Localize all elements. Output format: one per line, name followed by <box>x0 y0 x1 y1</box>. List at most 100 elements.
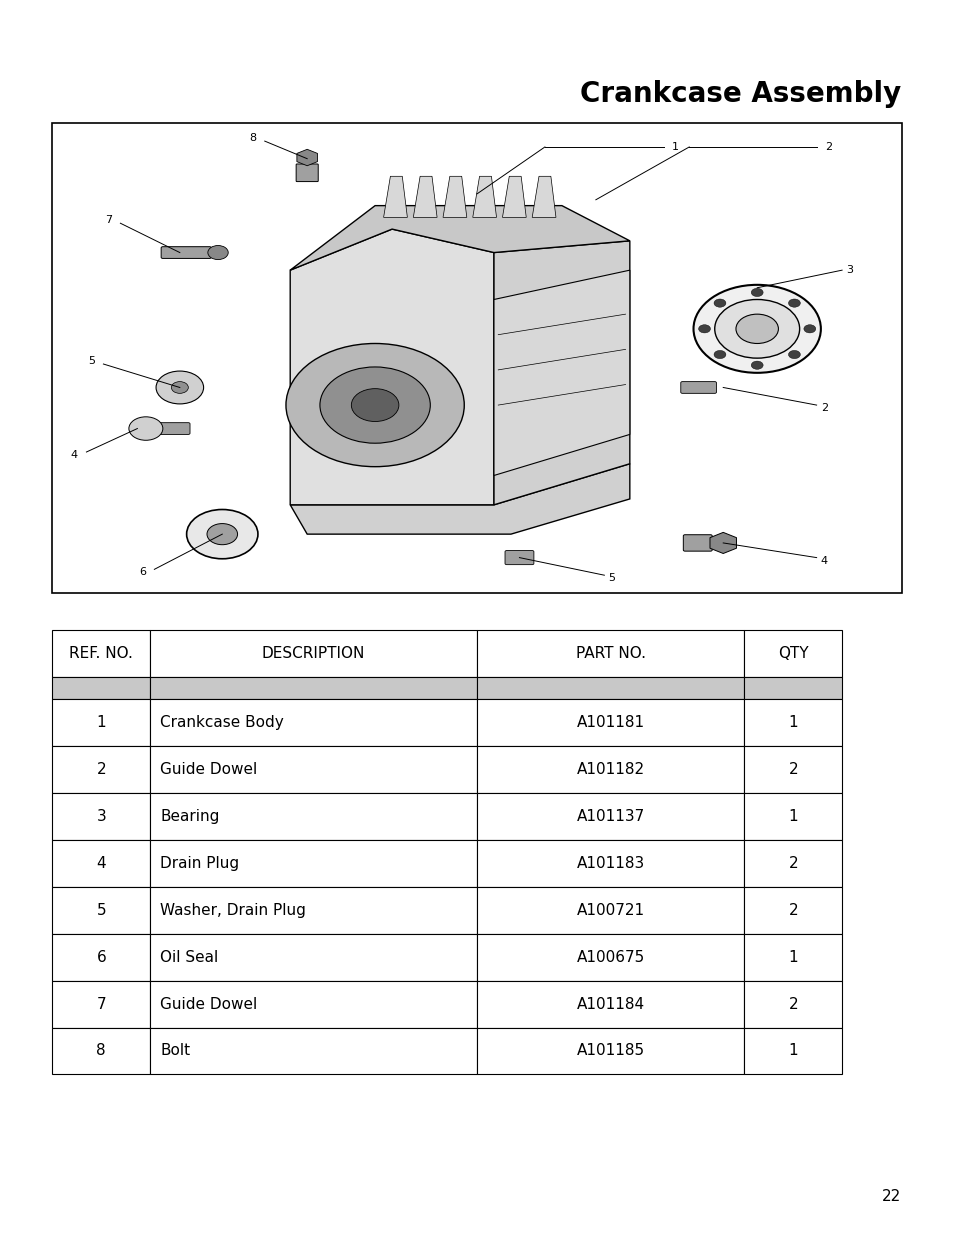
Polygon shape <box>532 177 556 217</box>
Bar <box>150 746 476 793</box>
FancyBboxPatch shape <box>504 551 534 564</box>
Bar <box>476 981 743 1028</box>
Text: 5: 5 <box>88 356 94 366</box>
Text: Crankcase Body: Crankcase Body <box>160 715 284 730</box>
Bar <box>150 630 476 677</box>
Polygon shape <box>383 177 407 217</box>
Text: 6: 6 <box>96 950 106 965</box>
Text: 7: 7 <box>105 215 112 225</box>
Polygon shape <box>290 206 629 270</box>
Bar <box>476 1028 743 1074</box>
Polygon shape <box>290 463 629 534</box>
Bar <box>52 699 150 746</box>
Bar <box>150 699 476 746</box>
Bar <box>476 630 743 677</box>
Polygon shape <box>290 230 494 505</box>
Circle shape <box>286 343 464 467</box>
Bar <box>150 934 476 981</box>
Text: 4: 4 <box>96 856 106 871</box>
Text: 22: 22 <box>882 1189 901 1204</box>
Bar <box>150 887 476 934</box>
Text: 5: 5 <box>608 573 615 583</box>
Bar <box>52 981 150 1028</box>
Text: 3: 3 <box>96 809 106 824</box>
Polygon shape <box>413 177 436 217</box>
Text: 1: 1 <box>787 809 798 824</box>
Text: Bearing: Bearing <box>160 809 219 824</box>
Text: 2: 2 <box>787 903 798 918</box>
Bar <box>476 793 743 840</box>
Bar <box>476 840 743 887</box>
Bar <box>743 793 841 840</box>
Text: Bolt: Bolt <box>160 1044 191 1058</box>
Polygon shape <box>442 177 466 217</box>
Bar <box>743 1028 841 1074</box>
Circle shape <box>351 389 398 421</box>
Circle shape <box>750 361 762 369</box>
Bar <box>743 699 841 746</box>
Bar <box>52 630 150 677</box>
Bar <box>52 124 901 593</box>
Polygon shape <box>473 177 496 217</box>
Text: A101183: A101183 <box>576 856 644 871</box>
Polygon shape <box>502 177 526 217</box>
Bar <box>150 1028 476 1074</box>
Text: Drain Plug: Drain Plug <box>160 856 239 871</box>
Bar <box>52 934 150 981</box>
Text: A100721: A100721 <box>576 903 644 918</box>
Bar <box>52 840 150 887</box>
Text: QTY: QTY <box>777 646 808 661</box>
Text: Oil Seal: Oil Seal <box>160 950 218 965</box>
Text: Guide Dowel: Guide Dowel <box>160 762 257 777</box>
Circle shape <box>803 325 815 333</box>
Bar <box>743 677 841 699</box>
Circle shape <box>156 370 203 404</box>
FancyBboxPatch shape <box>161 247 211 258</box>
Text: 7: 7 <box>96 997 106 1011</box>
Bar <box>743 840 841 887</box>
Bar <box>150 840 476 887</box>
Bar <box>743 887 841 934</box>
Bar <box>476 746 743 793</box>
Text: 5: 5 <box>96 903 106 918</box>
Circle shape <box>693 285 820 373</box>
Bar <box>52 793 150 840</box>
Text: 8: 8 <box>249 133 256 143</box>
Text: A101181: A101181 <box>576 715 644 730</box>
Bar <box>476 934 743 981</box>
FancyBboxPatch shape <box>152 422 190 435</box>
Text: REF. NO.: REF. NO. <box>70 646 133 661</box>
Bar <box>743 630 841 677</box>
Polygon shape <box>494 241 629 505</box>
Text: 8: 8 <box>96 1044 106 1058</box>
Circle shape <box>787 299 800 308</box>
Text: 1: 1 <box>787 1044 798 1058</box>
Text: Washer, Drain Plug: Washer, Drain Plug <box>160 903 306 918</box>
Text: 1: 1 <box>96 715 106 730</box>
Text: 1: 1 <box>787 715 798 730</box>
FancyBboxPatch shape <box>680 382 716 393</box>
Text: 2: 2 <box>787 997 798 1011</box>
Bar <box>150 981 476 1028</box>
Text: A101184: A101184 <box>576 997 644 1011</box>
Text: A100675: A100675 <box>576 950 644 965</box>
FancyBboxPatch shape <box>295 164 318 182</box>
Bar <box>743 934 841 981</box>
Circle shape <box>319 367 430 443</box>
Text: 2: 2 <box>96 762 106 777</box>
Bar <box>52 1028 150 1074</box>
Text: 1: 1 <box>787 950 798 965</box>
Text: 2: 2 <box>787 856 798 871</box>
Text: 4: 4 <box>820 556 827 566</box>
Circle shape <box>208 246 228 259</box>
Circle shape <box>129 417 163 440</box>
Circle shape <box>714 300 799 358</box>
FancyBboxPatch shape <box>682 535 712 551</box>
Polygon shape <box>494 270 629 475</box>
Text: A101182: A101182 <box>576 762 644 777</box>
Bar <box>52 677 150 699</box>
Text: PART NO.: PART NO. <box>575 646 645 661</box>
Circle shape <box>207 524 237 545</box>
Circle shape <box>750 288 762 296</box>
Text: 2: 2 <box>787 762 798 777</box>
